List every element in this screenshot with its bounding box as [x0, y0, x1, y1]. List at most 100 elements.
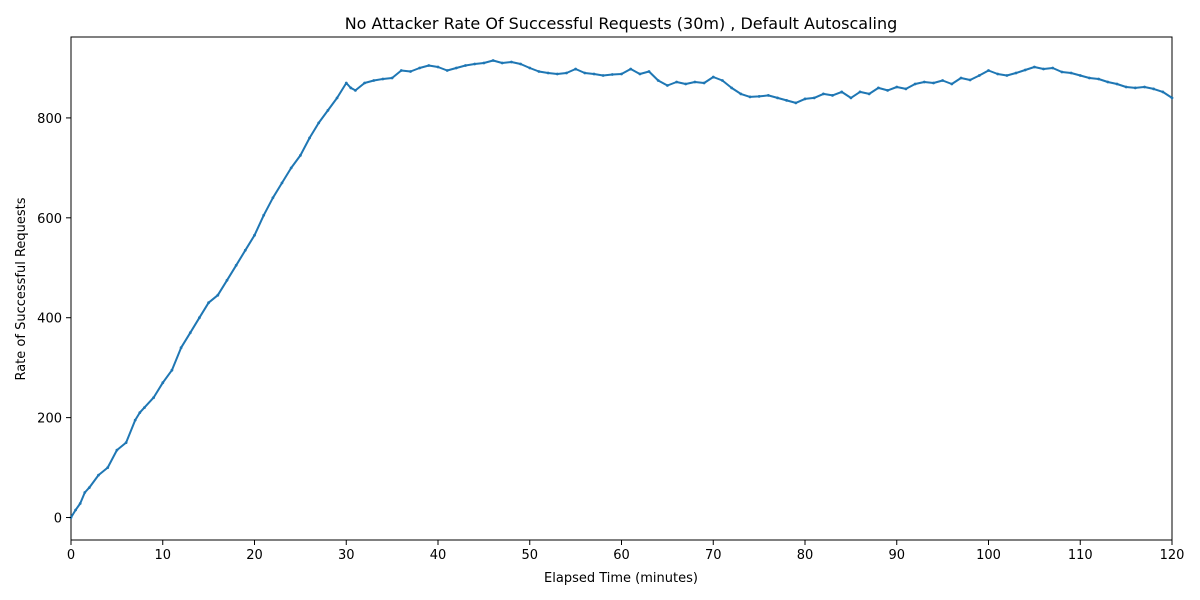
data-point [1115, 82, 1119, 86]
data-point [968, 78, 972, 82]
data-point [877, 86, 880, 90]
x-tick-label: 70 [705, 548, 722, 563]
data-point [234, 263, 238, 267]
x-tick-label: 60 [613, 548, 630, 563]
data-point [115, 448, 119, 452]
y-tick-label: 800 [37, 112, 62, 127]
data-point [977, 74, 981, 77]
data-point [390, 76, 394, 80]
x-tick-label: 90 [888, 548, 905, 563]
data-point [748, 95, 752, 99]
data-point [822, 92, 825, 96]
data-point [583, 71, 587, 75]
data-point [766, 94, 770, 97]
data-point [179, 346, 183, 350]
data-point [510, 60, 513, 64]
data-point [913, 82, 917, 86]
data-point [895, 85, 899, 89]
data-point [555, 72, 559, 76]
data-point [601, 74, 605, 77]
x-tick-label: 10 [154, 548, 171, 563]
data-point [886, 89, 889, 92]
data-point [1042, 67, 1045, 71]
data-point [666, 84, 669, 87]
data-point [74, 508, 77, 512]
data-point [803, 97, 807, 101]
data-point [1051, 66, 1055, 70]
data-point [243, 248, 247, 252]
data-point [482, 61, 486, 65]
x-tick-label: 120 [1160, 548, 1185, 563]
data-point [656, 79, 660, 82]
data-point [1069, 71, 1073, 75]
data-point [399, 69, 403, 72]
data-point [711, 75, 715, 79]
data-point [418, 66, 421, 70]
data-point [464, 64, 467, 67]
data-point [1088, 76, 1091, 80]
plot-frame [70, 36, 1173, 541]
data-point [326, 109, 330, 112]
data-point [1124, 85, 1128, 89]
data-point [950, 82, 954, 86]
data-point [610, 73, 614, 76]
data-point [987, 69, 990, 72]
data-point [1161, 90, 1165, 94]
data-point [1106, 80, 1110, 84]
data-point [500, 61, 504, 65]
data-point [491, 59, 495, 62]
data-point [445, 69, 449, 72]
data-point [794, 101, 798, 105]
data-point [785, 99, 788, 102]
data-point [1014, 71, 1018, 75]
data-point [932, 81, 935, 85]
data-point [629, 67, 633, 71]
data-point [349, 86, 353, 90]
data-point [143, 406, 146, 409]
data-point [133, 418, 137, 422]
data-point [271, 196, 275, 200]
series-layer [69, 59, 1174, 519]
y-tick-label: 200 [37, 412, 62, 427]
data-point [161, 381, 165, 385]
data-point [1060, 70, 1064, 74]
data-point [335, 96, 339, 100]
data-point [1097, 77, 1100, 81]
data-point [138, 411, 142, 414]
data-point [721, 79, 724, 82]
data-point [207, 301, 211, 305]
data-point [1078, 74, 1082, 77]
x-axis: 0 10 20 30 40 50 60 70 80 90 100 110 120 [67, 540, 1185, 563]
data-point [454, 66, 458, 70]
data-point [776, 96, 779, 100]
data-point [922, 80, 926, 84]
data-point [904, 87, 908, 91]
plot-area [69, 36, 1174, 541]
data-point [473, 62, 477, 66]
data-point [647, 70, 651, 73]
data-point [280, 181, 284, 185]
y-axis-label: Rate of Successful Requests [14, 197, 29, 380]
x-tick-label: 100 [976, 548, 1001, 563]
data-point [537, 70, 541, 73]
data-point [427, 64, 431, 67]
data-point [730, 86, 733, 90]
data-point [198, 316, 201, 320]
data-point [106, 466, 110, 469]
x-tick-label: 50 [521, 548, 538, 563]
data-point [289, 166, 293, 170]
data-point [436, 65, 440, 69]
data-point [308, 136, 311, 140]
data-point [757, 95, 761, 98]
data-point [684, 82, 688, 86]
data-point [849, 96, 853, 100]
data-point [1023, 68, 1027, 72]
data-point [996, 72, 1000, 76]
data-point [372, 79, 376, 82]
data-point [959, 76, 963, 80]
chart-title: No Attacker Rate Of Successful Requests … [345, 14, 898, 33]
data-point [702, 81, 706, 85]
data-point [1133, 86, 1137, 90]
data-point [262, 213, 266, 217]
